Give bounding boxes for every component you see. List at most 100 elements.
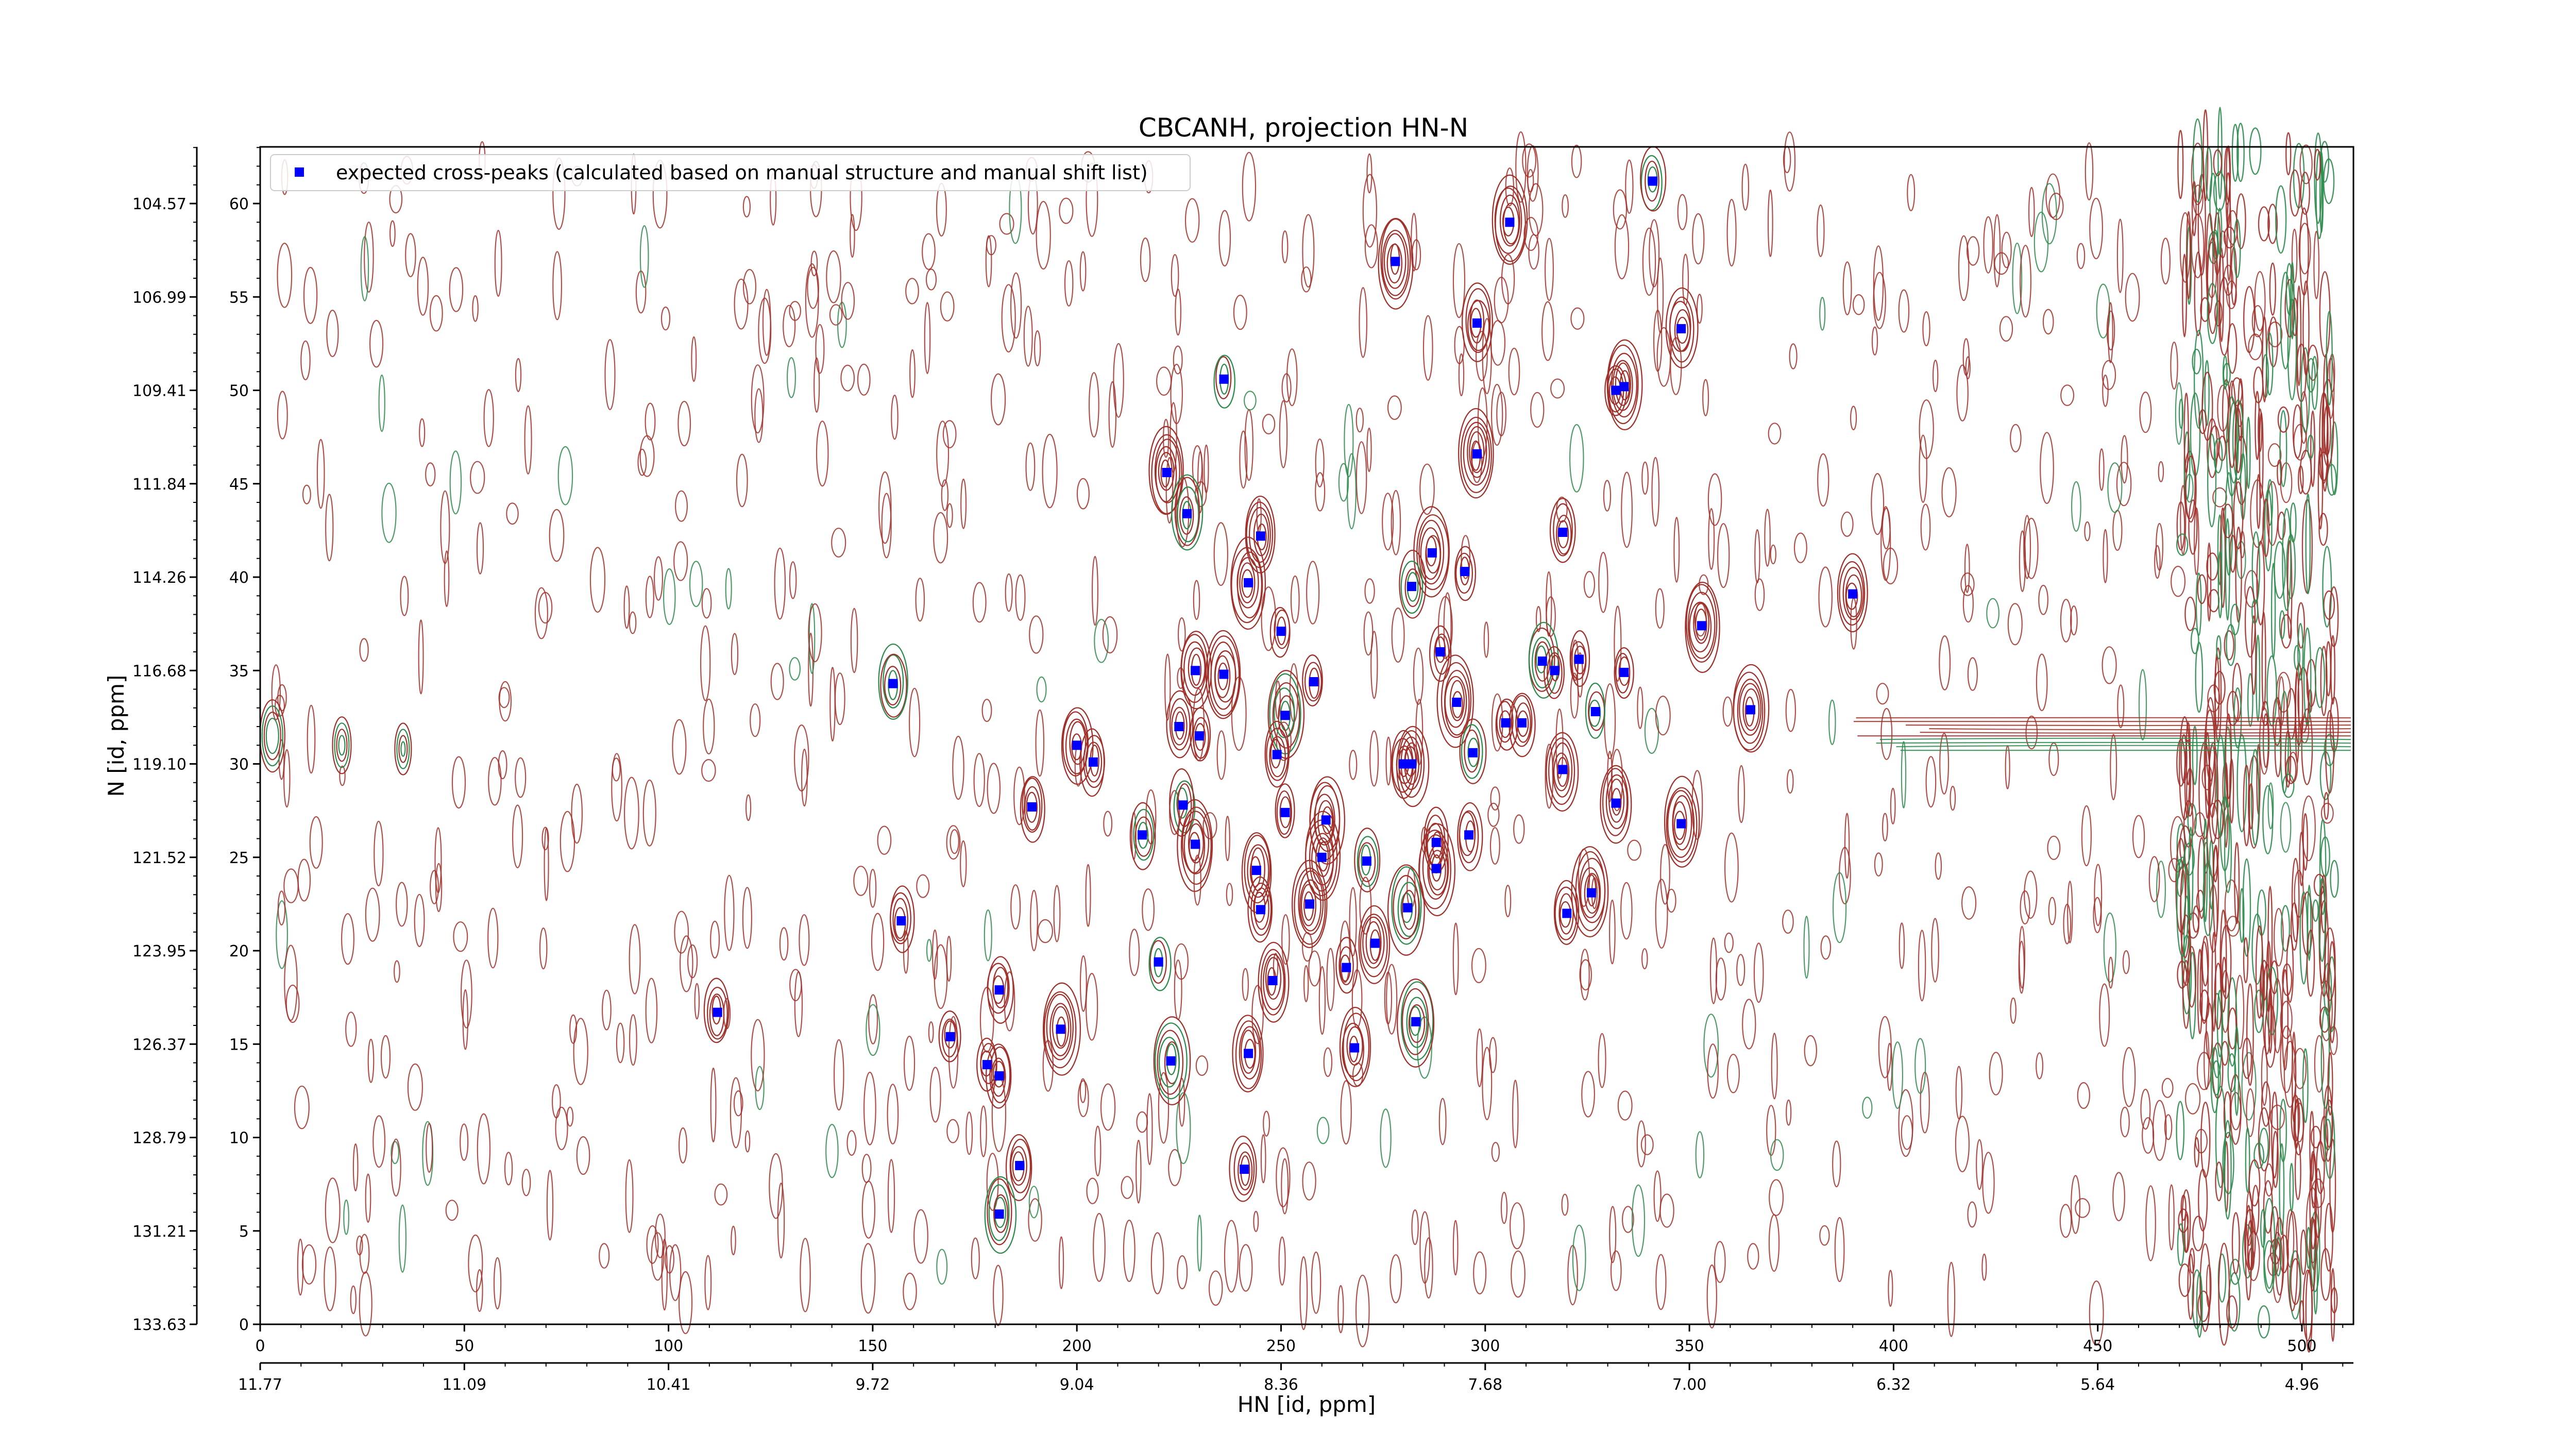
noise-contour [905, 278, 919, 305]
noise-contour [1982, 1152, 1995, 1214]
noise-contour [674, 911, 689, 954]
solvent-streak-contour [2216, 635, 2222, 660]
peak-contour [1247, 876, 1273, 943]
solvent-streak-contour [2321, 393, 2329, 492]
peak-contour [1571, 846, 1609, 938]
noise-contour [1852, 294, 1865, 315]
noise-contour [1922, 311, 1930, 346]
noise-contour [815, 324, 825, 374]
peak-contour [1418, 519, 1445, 585]
y-index-tick-label: 50 [229, 382, 249, 400]
solvent-streak-contour [2184, 596, 2196, 631]
noise-contour [418, 619, 424, 695]
noise-contour [2116, 462, 2132, 507]
solvent-streak-contour [2312, 899, 2319, 922]
noise-contour [653, 556, 663, 601]
noise-contour [352, 1143, 359, 1192]
noise-contour [343, 1199, 349, 1235]
x-tick-label: 100 [654, 1337, 683, 1355]
noise-contour [860, 1243, 876, 1314]
expected-peak-marker [1342, 963, 1351, 972]
peak-contour [1129, 802, 1156, 870]
peak-contour [1069, 721, 1087, 765]
solvent-streak-contour [2309, 1151, 2317, 1250]
peak-contour [1515, 702, 1531, 743]
noise-contour [1094, 1125, 1101, 1177]
noise-contour [1129, 929, 1140, 976]
expected-peak-marker [1166, 1056, 1176, 1066]
noise-contour [271, 664, 281, 720]
noise-contour [359, 1234, 370, 1274]
solvent-streak-contour [2262, 785, 2274, 855]
noise-contour [916, 874, 930, 898]
legend: expected cross-peaks (calculated based o… [270, 154, 1191, 191]
expected-peak-marker [1558, 765, 1568, 774]
peak-contour [1265, 957, 1282, 1000]
noise-contour [673, 541, 688, 581]
noise-contour [380, 1035, 391, 1079]
solvent-streak-contour [2192, 726, 2198, 785]
expected-peak-marker [1505, 217, 1515, 227]
noise-contour [2010, 997, 2016, 1024]
noise-contour [1213, 522, 1228, 586]
noise-contour [1315, 439, 1325, 487]
peak-contour [1400, 892, 1413, 923]
noise-contour [1384, 971, 1393, 1025]
peak-contour [988, 1184, 1010, 1241]
noise-contour [800, 1238, 811, 1312]
solvent-streak-contour [2292, 297, 2298, 336]
noise-contour [973, 753, 985, 807]
x-tick-label: 300 [1470, 1337, 1500, 1355]
noise-contour [999, 213, 1014, 235]
noise-contour [277, 890, 286, 925]
noise-contour [1326, 948, 1335, 1012]
peak-contour [1557, 520, 1569, 549]
legend-marker [295, 167, 304, 177]
peak-contour [1155, 1022, 1188, 1100]
solvent-streak-contour [2310, 410, 2316, 487]
peak-contour [1174, 477, 1200, 546]
solvent-streak-contour [2317, 447, 2324, 530]
noise-contour [1919, 434, 1927, 503]
y-ppm-tick-label: 109.41 [132, 382, 187, 400]
noise-contour [1567, 1245, 1579, 1306]
peak-contour [1365, 921, 1382, 964]
noise-contour [2280, 1001, 2293, 1039]
noise-contour [1422, 315, 1433, 381]
peak-contour [1531, 636, 1553, 688]
noise-contour [1171, 254, 1179, 297]
noise-contour [1707, 1043, 1719, 1099]
noise-contour [2235, 974, 2245, 1050]
noise-contour [1642, 227, 1656, 296]
noise-contour [445, 1200, 459, 1221]
noise-contour [1640, 1134, 1654, 1155]
peak-contour [1667, 790, 1695, 858]
noise-contour [751, 364, 765, 434]
noise-contour [1077, 1080, 1089, 1117]
peak-contour [1575, 851, 1606, 932]
expected-peak-marker [1362, 856, 1371, 866]
noise-contour [1413, 647, 1424, 705]
solvent-streak-contour [2176, 856, 2189, 957]
noise-contour [645, 978, 658, 1043]
peak-contour [989, 1046, 1011, 1103]
noise-contour [1571, 144, 1582, 178]
solvent-streak-contour [2224, 1120, 2232, 1220]
noise-contour [1140, 237, 1151, 282]
noise-contour [1102, 616, 1118, 654]
peak-contour [1400, 981, 1434, 1060]
noise-contour [1337, 1285, 1344, 1334]
solvent-streak-contour [2299, 207, 2309, 296]
noise-contour [1174, 943, 1189, 980]
noise-contour [1490, 786, 1500, 811]
noise-contour [2089, 1280, 2104, 1346]
noise-contour [1100, 1083, 1116, 1131]
peak-contour [994, 1197, 1007, 1228]
noise-contour [691, 336, 697, 382]
peak-contour [1693, 603, 1710, 644]
noise-contour [2145, 1185, 2156, 1261]
peak-contour [1263, 953, 1285, 1010]
noise-contour [645, 576, 654, 618]
noise-contour [1359, 287, 1367, 358]
noise-contour [1086, 1177, 1099, 1204]
